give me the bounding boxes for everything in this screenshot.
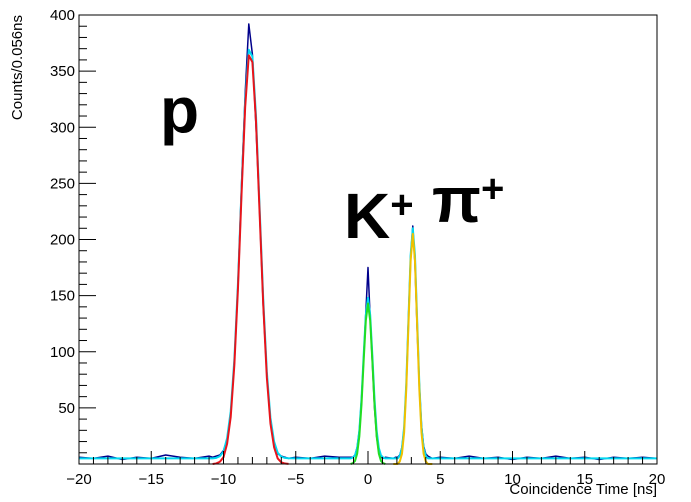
x-tick-label: −20 (66, 471, 91, 488)
y-axis-label: Counts/0.056ns (9, 15, 26, 120)
y-tick-label: 150 (50, 288, 75, 305)
y-tick-label: 100 (50, 344, 75, 361)
annotation-text: p (160, 74, 199, 146)
x-tick-label: −15 (139, 471, 164, 488)
x-tick-label: 5 (436, 471, 444, 488)
x-tick-label: 10 (504, 471, 521, 488)
x-tick-label: 0 (364, 471, 372, 488)
y-tick-label: 50 (58, 400, 75, 417)
annotation-text: K (344, 180, 390, 252)
x-tick-label: −5 (287, 471, 304, 488)
x-axis-label: Coincidence Time [ns] (509, 481, 657, 498)
x-tick-label: 15 (576, 471, 593, 488)
y-tick-label: 400 (50, 7, 75, 24)
fit-line (350, 302, 386, 465)
y-tick-label: 200 (50, 232, 75, 249)
annotation-text: π (432, 164, 481, 236)
annotation: π+ (432, 164, 504, 236)
annotation-sup: + (481, 167, 504, 211)
x-tick-label: 20 (649, 471, 666, 488)
annotation-sup: + (390, 183, 413, 227)
y-tick-label: 350 (50, 63, 75, 80)
annotation: K+ (344, 180, 414, 252)
y-tick-label: 250 (50, 175, 75, 192)
fit-line (393, 232, 433, 465)
x-tick-label: −10 (211, 471, 236, 488)
y-tick-label: 300 (50, 119, 75, 136)
fit-line (212, 54, 289, 465)
annotation: p (160, 74, 199, 146)
